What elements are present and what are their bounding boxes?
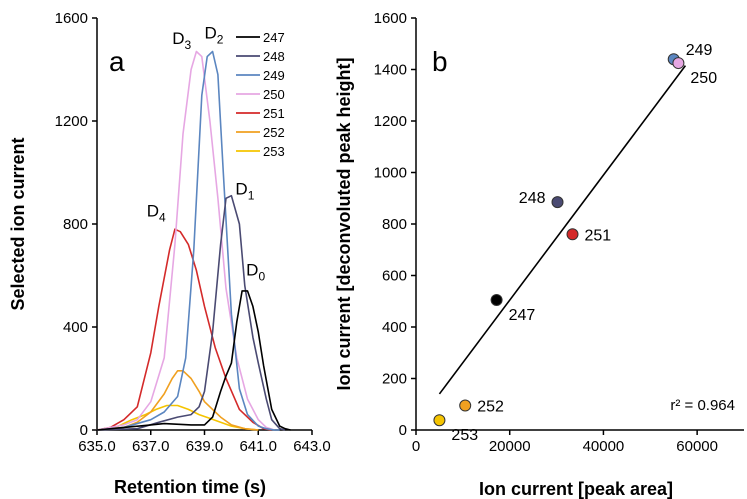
- y-tick-label: 1200: [55, 113, 88, 130]
- series-line-251: [96, 228, 272, 431]
- y-axis-title: Ion current [deconvoluted peak height]: [334, 57, 354, 390]
- peak-label-subscript: 0: [258, 270, 265, 284]
- y-tick-label: 1200: [374, 113, 407, 130]
- x-tick-label: 40000: [583, 438, 625, 455]
- y-tick-label: 400: [382, 319, 407, 336]
- data-point-label: 249: [686, 42, 713, 59]
- peak-label-247: D0: [246, 261, 265, 284]
- y-tick-label: 600: [382, 268, 407, 285]
- x-axis-title: Retention time (s): [114, 477, 266, 497]
- legend-label: 249: [263, 68, 285, 83]
- x-tick-label: 637.0: [132, 438, 170, 455]
- series-line-250: [96, 50, 275, 431]
- regression-line: [438, 65, 687, 395]
- data-point-label: 251: [585, 227, 612, 244]
- peak-label-250: D3: [172, 29, 191, 52]
- y-tick-label: 800: [63, 216, 88, 233]
- y-tick-label: 400: [63, 319, 88, 336]
- y-tick-label: 0: [399, 422, 407, 439]
- data-point-label: 253: [451, 427, 478, 444]
- legend-label: 251: [263, 106, 285, 121]
- legend-label: 253: [263, 144, 285, 159]
- data-point-247: [490, 293, 503, 306]
- peak-label-subscript: 2: [217, 33, 224, 47]
- y-tick-label: 1600: [374, 10, 407, 27]
- data-point-248: [551, 196, 564, 209]
- panel-b-chart: 0 200 400 600 800 1000 1200 1400 1600 0 20000 40000…: [334, 10, 744, 499]
- data-point-label: 248: [519, 190, 546, 207]
- x-tick-label: 643.0: [293, 438, 331, 455]
- data-point-251: [566, 228, 579, 241]
- peak-label-251: D4: [147, 201, 166, 224]
- y-tick-label: 0: [80, 422, 88, 439]
- x-tick-label: 641.0: [239, 438, 277, 455]
- panel-letter: b: [432, 46, 448, 77]
- series-line-247: [96, 290, 291, 431]
- peak-label-main: D: [235, 179, 247, 198]
- y-axis-title: Selected ion current: [8, 137, 28, 310]
- y-tick-label: 1600: [55, 10, 88, 27]
- peak-label-main: D: [205, 24, 217, 43]
- data-point-label: 252: [477, 399, 504, 416]
- data-point-label: 247: [509, 307, 536, 324]
- peak-label-subscript: 1: [248, 188, 255, 202]
- legend-label: 250: [263, 87, 285, 102]
- data-point-252: [459, 399, 472, 412]
- peak-label-248: D1: [235, 179, 254, 202]
- data-point-253: [433, 414, 446, 427]
- x-tick-label: 20000: [489, 438, 531, 455]
- x-tick-label: 635.0: [78, 438, 116, 455]
- series-line-249: [96, 50, 280, 431]
- peak-label-249: D2: [205, 24, 224, 47]
- series-line-253: [96, 404, 259, 431]
- panel-a-chart: 0 400 800 1200 1600 635.0 637.0 639.0 641.0 643.0…: [8, 10, 331, 497]
- panel-letter: a: [109, 46, 125, 77]
- peak-label-main: D: [172, 29, 184, 48]
- x-tick-label: 60000: [676, 438, 718, 455]
- r-squared-annotation: r² = 0.964: [670, 397, 735, 414]
- x-axis-title: Ion current [peak area]: [479, 479, 673, 499]
- y-tick-label: 800: [382, 216, 407, 233]
- series-line-252: [96, 370, 259, 431]
- y-tick-label: 1000: [374, 165, 407, 182]
- y-tick-label: 200: [382, 371, 407, 388]
- legend-label: 252: [263, 125, 285, 140]
- data-point-250: [672, 57, 685, 70]
- data-point-label: 250: [690, 70, 717, 87]
- legend-label: 248: [263, 49, 285, 64]
- peak-label-main: D: [246, 261, 258, 280]
- legend-label: 247: [263, 30, 285, 45]
- x-tick-label: 0: [412, 438, 420, 455]
- series-line-248: [96, 194, 286, 431]
- y-tick-label: 1400: [374, 62, 407, 79]
- peak-label-main: D: [147, 201, 159, 220]
- x-tick-label: 639.0: [186, 438, 224, 455]
- peak-label-subscript: 3: [185, 38, 192, 52]
- peak-label-subscript: 4: [159, 210, 166, 224]
